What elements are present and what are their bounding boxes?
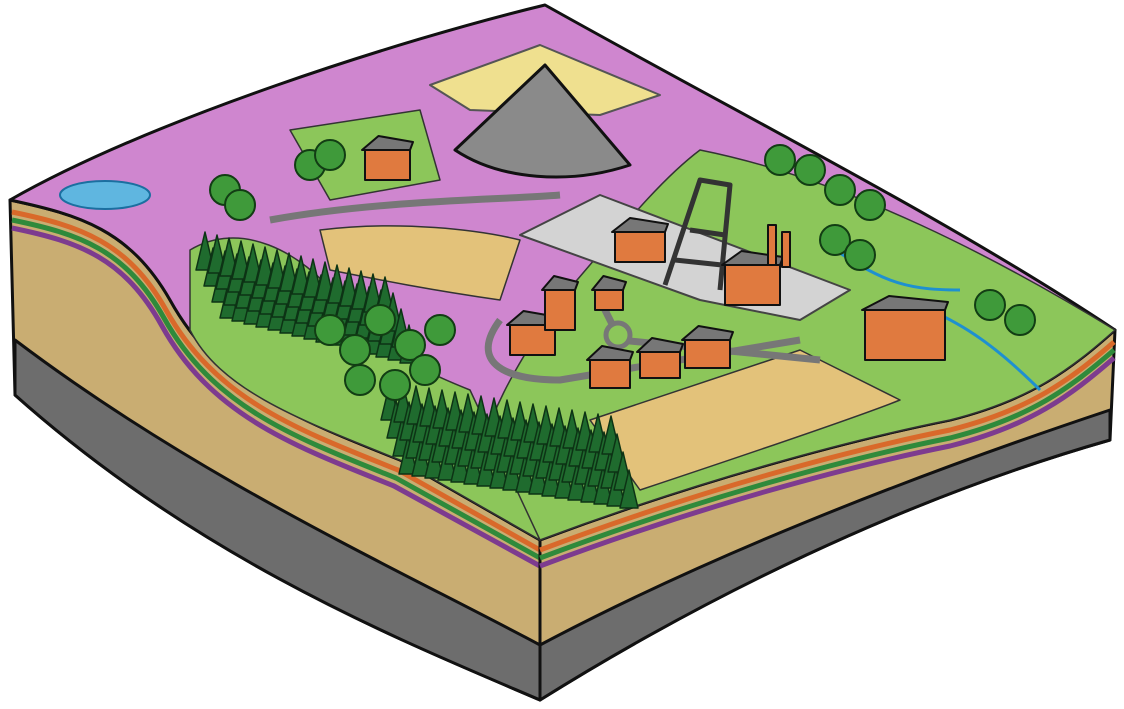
tree [344,364,376,396]
tree [339,334,371,366]
layer-purple-left [11,225,542,569]
roundabout [603,320,633,350]
house-wall [589,359,631,389]
house-roof [636,337,684,353]
tree [974,289,1006,321]
house-wall [614,231,666,263]
tree [314,139,346,171]
conifer [619,469,639,509]
tree [794,154,826,186]
layer-green-left [11,217,542,561]
layer-orange-right [539,340,1116,553]
tree [824,174,856,206]
tree [224,189,256,221]
tree [314,314,346,346]
house-wall [724,264,781,306]
house-wall [594,289,624,311]
vegetation [195,139,1036,509]
house-roof [681,325,734,341]
house-roof [861,295,949,311]
spoil-heap [453,63,632,179]
tree [819,224,851,256]
tree [844,239,876,271]
chimney [767,224,777,266]
tree [409,354,441,386]
house-roof [611,217,669,233]
buildings [361,135,949,389]
house-roof [361,135,414,151]
house-roof [586,345,634,361]
house-wall [364,149,411,181]
tree [854,189,886,221]
pond [59,180,151,210]
headframe [662,177,733,291]
tree [379,369,411,401]
tree [1004,304,1036,336]
bedrock-right [538,408,1112,702]
tree [394,329,426,361]
chimney [781,231,791,268]
layer-orange-left [11,209,542,553]
tree [764,144,796,176]
house-wall [864,309,946,361]
tree [364,304,396,336]
house-wall [639,351,681,379]
field-front [589,349,901,491]
layer-green-right [539,348,1116,561]
house-wall [684,339,731,369]
tree [424,314,456,346]
house-roof [591,275,627,291]
house-wall [544,289,576,331]
house-roof [541,275,579,291]
layer-purple-right [539,356,1116,569]
